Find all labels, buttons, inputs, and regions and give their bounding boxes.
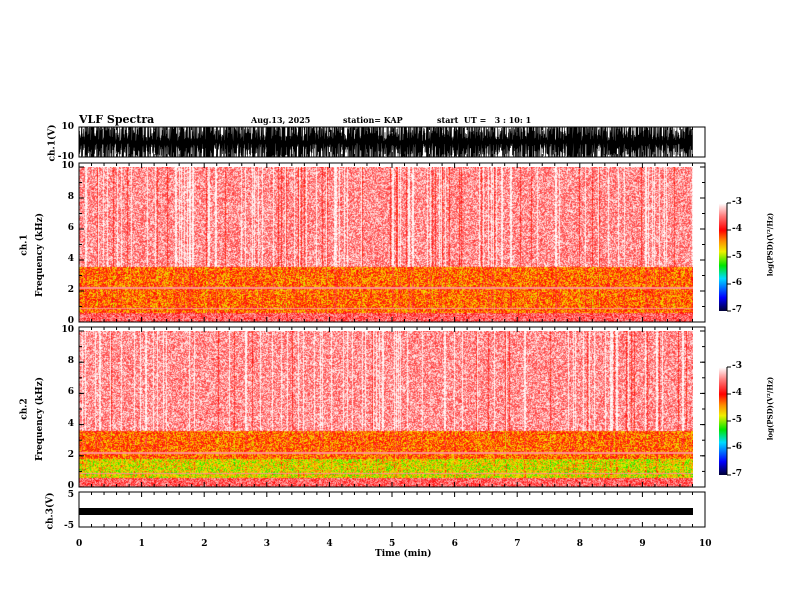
y-tick-label: -10 bbox=[57, 152, 74, 162]
y-tick-label: 6 bbox=[67, 387, 74, 398]
station-label: station= KAP bbox=[343, 115, 403, 125]
ch2-spec-ylabel-top: ch.2 bbox=[19, 398, 30, 420]
ch1-waveform-line bbox=[78, 126, 693, 158]
plot-title: VLF Spectra bbox=[79, 113, 155, 126]
x-tick-label: 2 bbox=[201, 539, 208, 549]
start-time-label: start UT = 3 : 10: 1 bbox=[437, 115, 532, 125]
y-tick-label: 0 bbox=[67, 481, 74, 491]
x-tick-label: 3 bbox=[263, 539, 271, 549]
colorbar-2 bbox=[719, 367, 727, 475]
colorbar-tick-label: -4 bbox=[732, 388, 742, 398]
y-tick-label: 2 bbox=[67, 285, 74, 295]
x-tick-label: 8 bbox=[576, 539, 584, 549]
colorbar-tick-label: -3 bbox=[732, 197, 742, 207]
x-tick-label: 6 bbox=[451, 539, 458, 549]
ch1-ylabel: ch.1(V) bbox=[47, 124, 58, 162]
colorbar-tick-label: -5 bbox=[732, 415, 742, 425]
colorbar-tick-label: -5 bbox=[732, 251, 742, 261]
colorbar-tick-label: -7 bbox=[732, 305, 742, 315]
panel-frame-2 bbox=[78, 326, 706, 488]
x-tick-label: 7 bbox=[514, 539, 521, 549]
ch3-waveform-band bbox=[79, 508, 693, 515]
y-tick-label: 10 bbox=[61, 122, 74, 132]
colorbar-tick-label: -4 bbox=[732, 224, 742, 234]
y-tick-label: 10 bbox=[61, 325, 74, 335]
y-tick-label: 6 bbox=[67, 223, 74, 233]
ch1-spec-ylabel: Frequency (kHz) bbox=[35, 212, 46, 298]
x-axis-label: Time (min) bbox=[375, 549, 432, 559]
x-tick-label: 1 bbox=[138, 539, 145, 549]
ch2-spec-ylabel: Frequency (kHz) bbox=[35, 376, 46, 462]
panel-frame-1 bbox=[78, 162, 706, 323]
x-tick-label: 4 bbox=[326, 539, 333, 549]
colorbar-2-label: log(PSD)(V²/Hz) bbox=[765, 376, 775, 441]
ch2-spectrogram-image bbox=[79, 331, 693, 487]
colorbar-tick-label: -7 bbox=[732, 469, 742, 479]
x-tick-label: 5 bbox=[389, 539, 396, 549]
ch1-spectrogram-image bbox=[79, 167, 693, 322]
y-tick-label: 0 bbox=[67, 316, 74, 326]
colorbar-1 bbox=[719, 203, 727, 311]
y-tick-label: 8 bbox=[67, 192, 74, 202]
colorbar-tick-label: -6 bbox=[732, 442, 742, 452]
y-tick-label: 8 bbox=[67, 356, 74, 367]
x-tick-label: 9 bbox=[639, 539, 646, 549]
y-tick-label: 10 bbox=[61, 161, 74, 171]
colorbar-1-label: log(PSD)(V²/Hz) bbox=[765, 212, 775, 277]
y-tick-label: -5 bbox=[64, 521, 74, 531]
x-tick-label: 10 bbox=[699, 539, 712, 549]
colorbar-tick-label: -3 bbox=[732, 361, 742, 371]
ch1-spec-ylabel-top: ch.1 bbox=[19, 234, 30, 256]
date-label: Aug.13, 2025 bbox=[251, 115, 311, 125]
colorbar-tick-label: -6 bbox=[732, 278, 742, 288]
y-tick-label: 4 bbox=[67, 254, 74, 264]
x-tick-label: 0 bbox=[76, 539, 83, 549]
y-tick-label: 4 bbox=[67, 418, 74, 429]
y-tick-label: 2 bbox=[67, 449, 74, 460]
y-tick-label: 5 bbox=[67, 490, 74, 500]
ch3-ylabel: ch.3(V) bbox=[45, 492, 56, 530]
